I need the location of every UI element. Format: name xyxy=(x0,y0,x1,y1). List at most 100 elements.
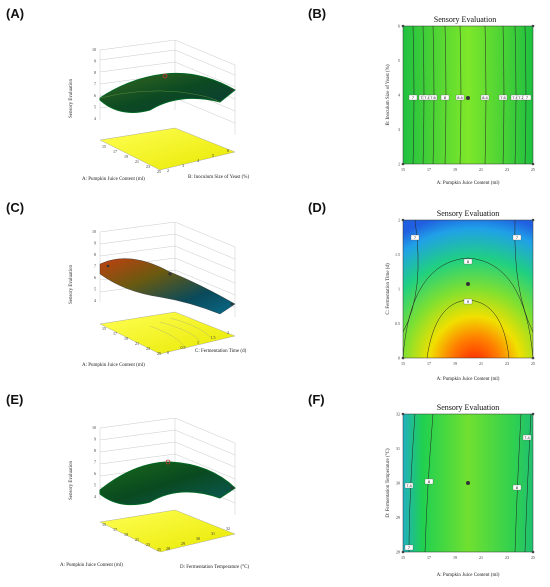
x-axis-label: A: Pumpkin Juice Content (ml) xyxy=(60,563,123,568)
y-tick-label: 4 xyxy=(197,158,199,163)
z-tick-label: 5 xyxy=(94,287,96,292)
center-point xyxy=(466,96,470,100)
panel-label-b: (B) xyxy=(308,6,327,21)
x-tick-label: 23 xyxy=(146,164,150,169)
svg-text:9: 9 xyxy=(467,299,470,304)
z-tick-label: 9 xyxy=(94,59,96,64)
floor-contour xyxy=(99,311,236,355)
chart-e: Sensory Evaluation A: Pumpkin Juice Cont… xyxy=(60,418,270,583)
y-tick-label: 31 xyxy=(211,531,215,536)
svg-text:7.2: 7.2 xyxy=(518,95,524,100)
svg-text:7.4: 7.4 xyxy=(424,95,430,100)
z-tick-label: 6 xyxy=(94,275,96,280)
x-tick-label: 23 xyxy=(505,167,509,172)
contour-label: 8 xyxy=(512,484,522,491)
svg-text:7.4: 7.4 xyxy=(524,435,530,440)
svg-text:8: 8 xyxy=(516,485,519,490)
svg-text:7: 7 xyxy=(408,545,411,550)
x-tick-label: 15 xyxy=(401,361,405,366)
x-tick-label: 21 xyxy=(479,555,483,560)
x-tick-label: 25 xyxy=(531,555,535,560)
z-tick-label: 4 xyxy=(94,298,96,303)
y-tick-label: 2 xyxy=(398,162,400,167)
design-point xyxy=(162,73,168,79)
z-tick-label: 8 xyxy=(94,252,96,257)
x-tick-label: 17 xyxy=(427,167,431,172)
x-tick-label: 19 xyxy=(124,154,128,159)
panel-label-c: (C) xyxy=(6,200,25,215)
x-axis-label: A: Pumpkin Juice Content (ml) xyxy=(82,363,145,368)
panel-label-a: (A) xyxy=(6,6,25,21)
svg-text:7: 7 xyxy=(414,235,417,240)
y-tick-label: 6 xyxy=(398,24,400,29)
y-tick-label: 30 xyxy=(396,481,400,486)
contour-label: 9 xyxy=(463,298,473,305)
z-tick-label: 7 xyxy=(94,82,96,87)
y-tick-label: 5 xyxy=(398,58,400,63)
y-tick-label: 2 xyxy=(398,218,400,223)
floor-contour xyxy=(99,127,236,171)
y-tick-label: 32 xyxy=(396,412,400,417)
svg-text:7: 7 xyxy=(516,235,519,240)
y-tick-label: 2 xyxy=(167,168,169,173)
z-tick-label: 7 xyxy=(94,460,96,465)
center-point xyxy=(466,481,470,485)
contour-labels: 7 7 8 9 xyxy=(410,234,522,305)
contour-label: 7 xyxy=(408,94,418,101)
contour-label: 7.6 xyxy=(498,94,508,101)
contour-label: 7 xyxy=(410,234,420,241)
chart-title: Sensory Evaluation xyxy=(437,209,499,218)
surface-plot-c: Sensory Evaluation A: Pumpkin Juice Cont… xyxy=(69,222,247,368)
z-tick-label: 10 xyxy=(92,425,96,430)
svg-text:7: 7 xyxy=(412,95,415,100)
y-tick-label: 1 xyxy=(197,340,199,345)
y-axis-label: B: Inoculum Size of Yeast (%) xyxy=(188,175,249,180)
z-axis-label: Sensory Evaluation xyxy=(69,78,74,118)
x-tick-label: 17 xyxy=(427,361,431,366)
y-tick-label: 0.5 xyxy=(181,345,186,350)
surface xyxy=(99,72,236,113)
y-tick-label: 0.5 xyxy=(395,321,400,326)
x-tick-label: 17 xyxy=(113,331,117,336)
contour-label: 8.4 xyxy=(480,94,490,101)
floor-contour xyxy=(99,509,236,553)
z-axis-label: Sensory Evaluation xyxy=(69,460,74,500)
y-tick-label: 5 xyxy=(212,153,214,158)
y-tick-label: 2 xyxy=(227,330,229,335)
contour-label: 7 xyxy=(512,234,522,241)
z-tick-label: 7 xyxy=(94,264,96,269)
z-tick-label: 9 xyxy=(94,437,96,442)
x-tick-label: 19 xyxy=(453,555,457,560)
z-tick-label: 10 xyxy=(92,229,96,234)
y-tick-label: 32 xyxy=(226,526,230,531)
y-tick-label: 3 xyxy=(182,163,184,168)
contour-plot-f: Sensory Evaluation 7 7.4 8 8 7.4 A: Pumpkin … xyxy=(386,403,535,578)
x-tick-label: 21 xyxy=(135,159,139,164)
x-tick-label: 23 xyxy=(505,555,509,560)
contour-field xyxy=(402,219,534,359)
y-axis-label: D: Fermentation Temperature (°C) xyxy=(180,565,250,570)
x-tick-label: 23 xyxy=(146,346,150,351)
x-tick-label: 25 xyxy=(157,169,161,174)
svg-text:7.4: 7.4 xyxy=(512,95,518,100)
contour-plot-b: Sensory Evaluation 77.27.47.688.48.47.67… xyxy=(386,15,535,186)
design-point xyxy=(230,88,234,92)
surface xyxy=(99,258,236,315)
y-tick-label: 1.5 xyxy=(211,335,216,340)
y-tick-label: 3 xyxy=(398,127,400,132)
x-tick-label: 15 xyxy=(401,167,405,172)
z-tick-label: 6 xyxy=(94,471,96,476)
panel-label-f: (F) xyxy=(308,392,325,407)
svg-text:8: 8 xyxy=(444,95,447,100)
x-tick-label: 17 xyxy=(113,149,117,154)
y-tick-label: 0 xyxy=(398,356,400,361)
svg-text:8: 8 xyxy=(467,259,470,264)
x-tick-label: 21 xyxy=(135,537,139,542)
y-axis-label: C: Fermentation Time (d) xyxy=(386,263,391,315)
panel-label-e: (E) xyxy=(6,392,24,407)
y-axis-label: D: Fermentation Temperature (°C) xyxy=(386,448,391,518)
chart-title: Sensory Evaluation xyxy=(434,15,496,24)
chart-title: Sensory Evaluation xyxy=(437,403,499,412)
y-tick-label: 0 xyxy=(167,350,169,355)
z-tick-label: 10 xyxy=(92,47,96,52)
